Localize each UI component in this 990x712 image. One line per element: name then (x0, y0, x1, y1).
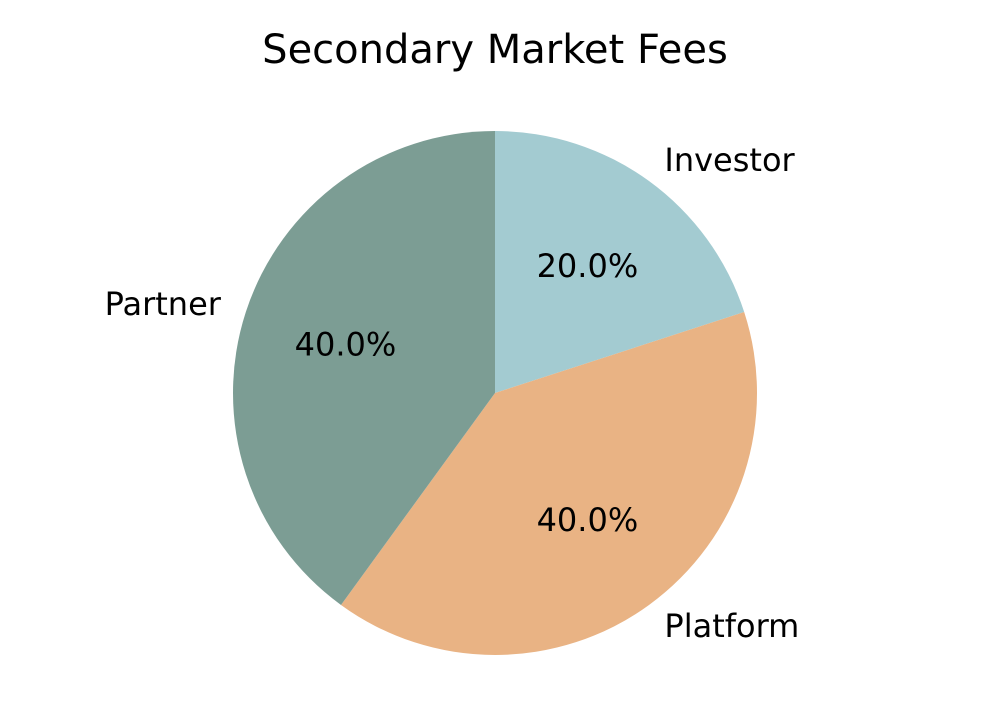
slice-percent-platform: 40.0% (537, 501, 639, 539)
chart-title: Secondary Market Fees (262, 27, 728, 73)
slice-label-platform: Platform (664, 607, 799, 645)
slice-label-investor: Investor (664, 141, 795, 179)
pie-slice-partner (233, 131, 495, 605)
pie-slice-platform (341, 312, 758, 655)
pie-slices (233, 131, 758, 655)
slice-percent-partner: 40.0% (295, 325, 397, 363)
pie-labels: Investor 20.0% Platform 40.0% Partner 40.0% (105, 141, 800, 645)
slice-percent-investor: 20.0% (537, 247, 639, 285)
slice-label-partner: Partner (105, 285, 222, 323)
pie-slice-investor (495, 131, 745, 393)
